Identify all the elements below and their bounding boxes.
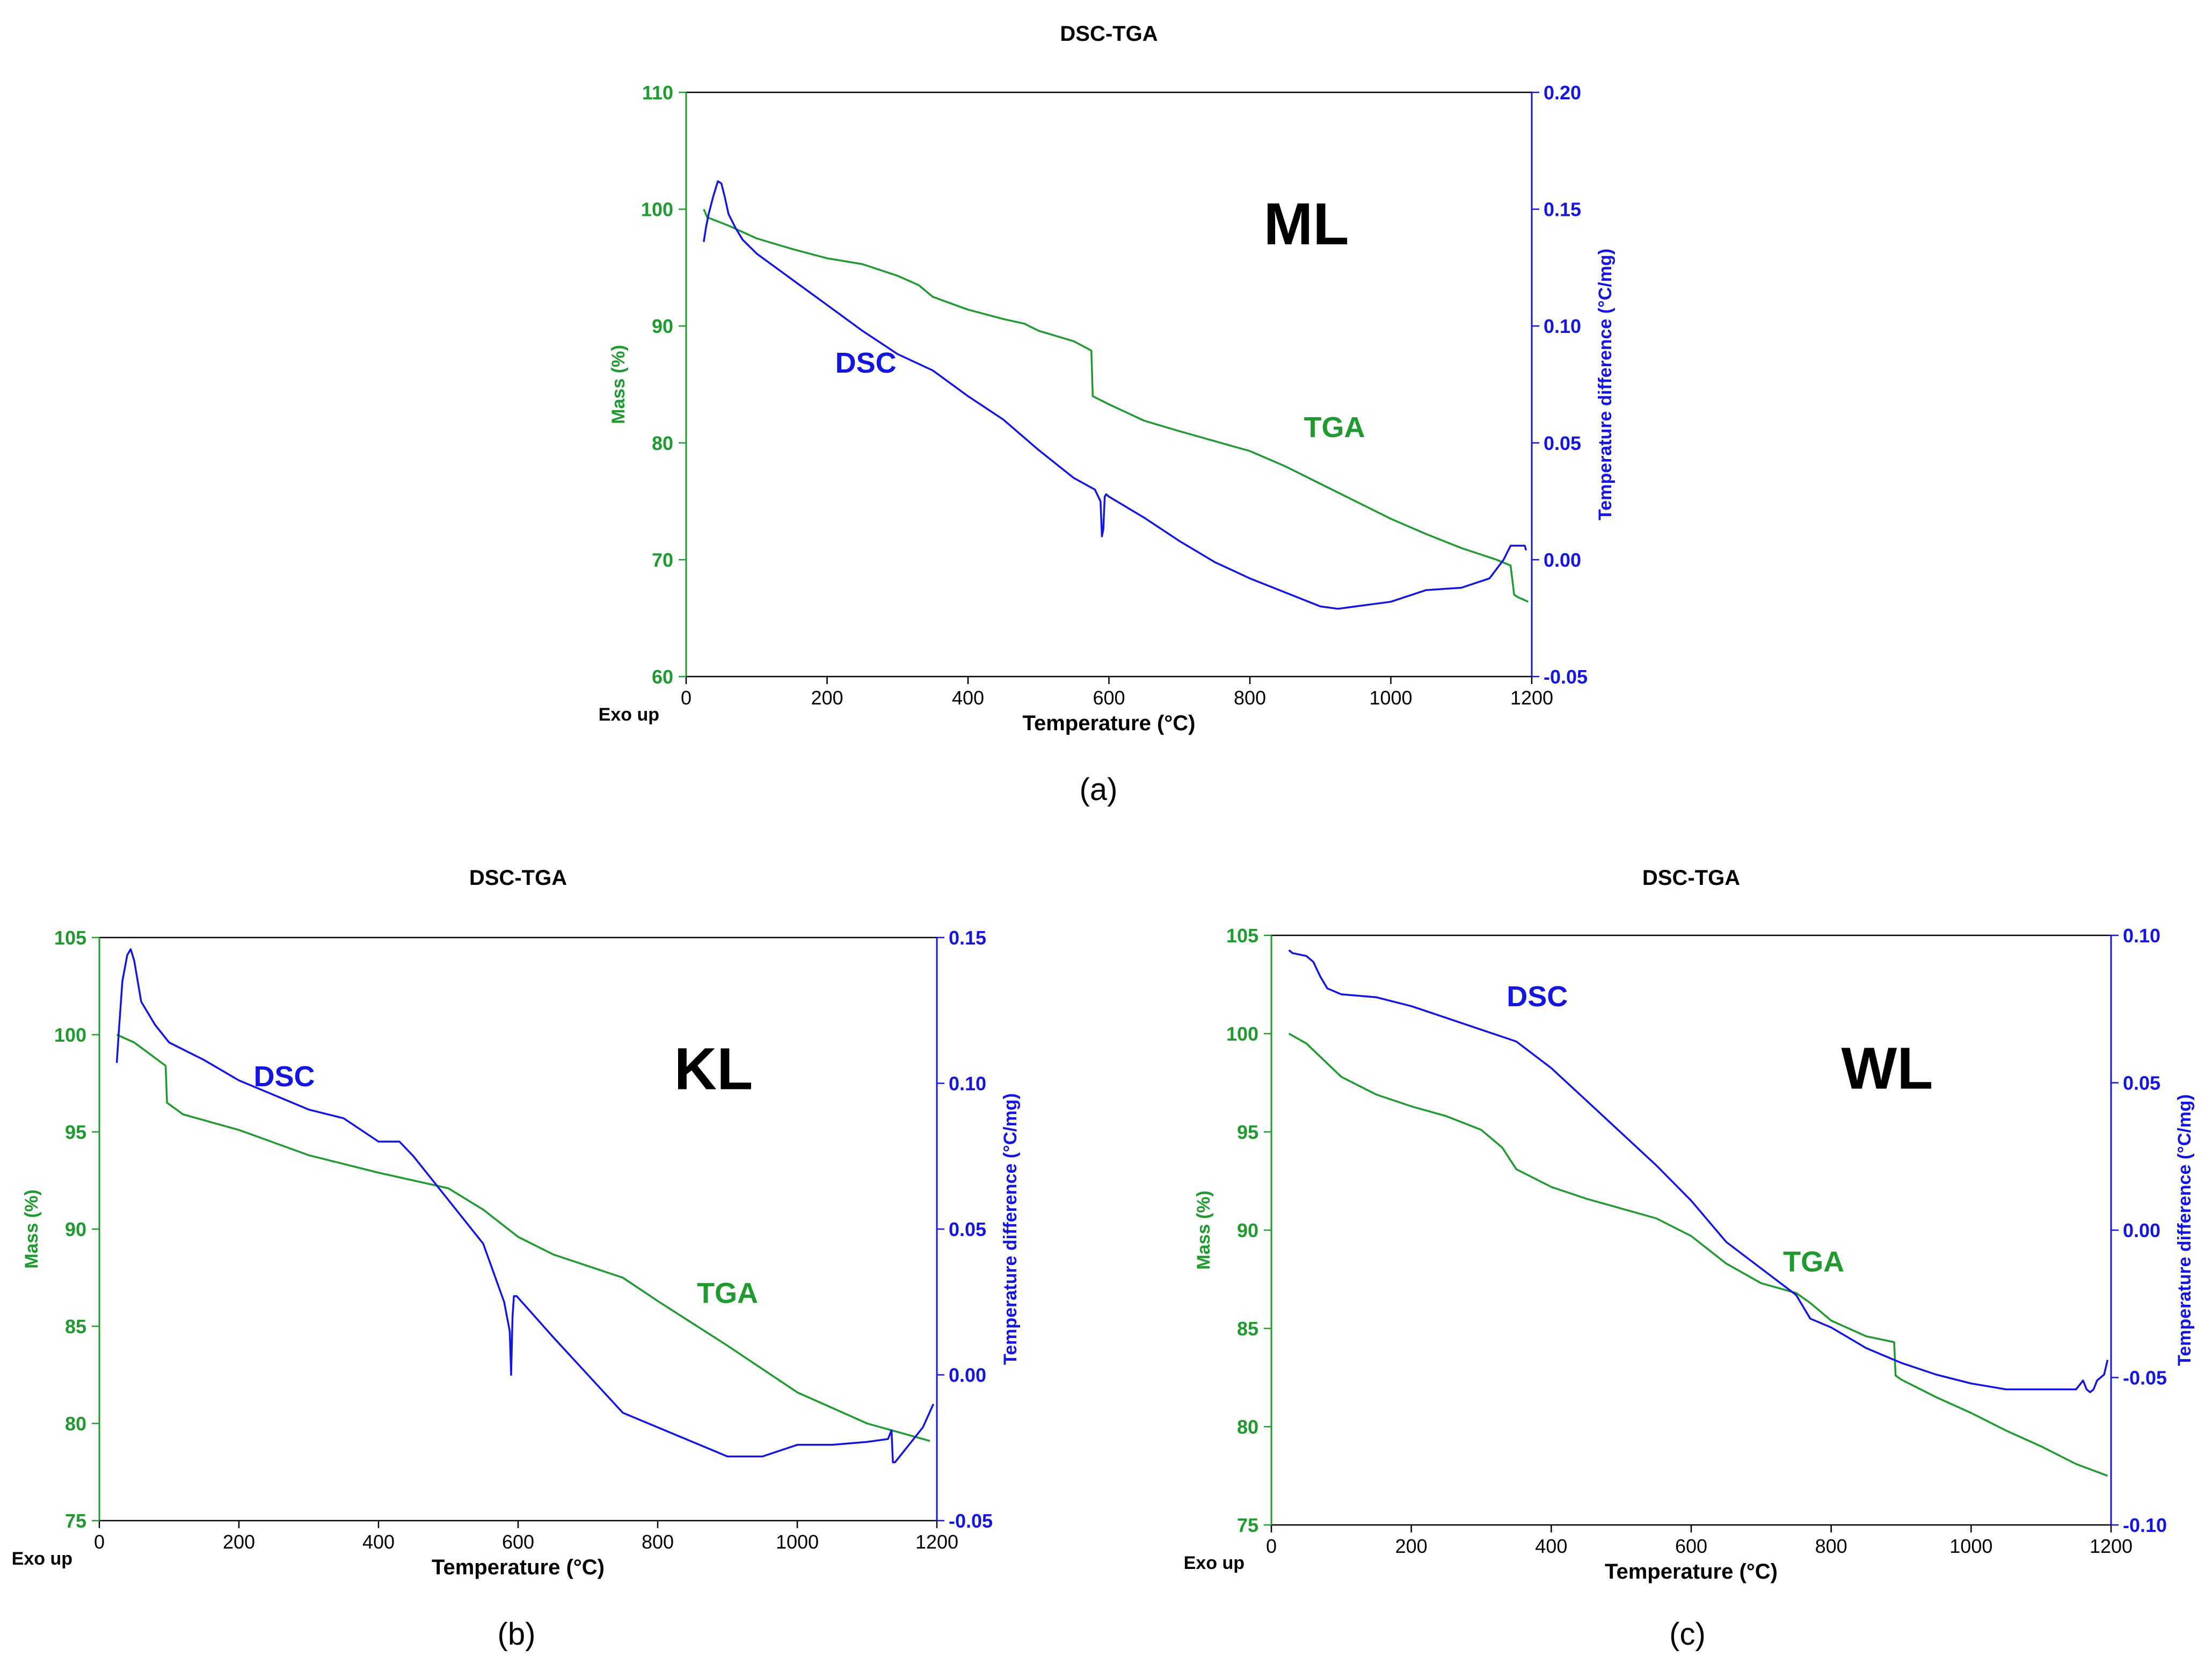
right-axis-label: Temperature difference (°C/mg) [1000,1093,1021,1365]
x-tick-label: 600 [1675,1535,1707,1557]
right-tick-label: 0.00 [2123,1219,2160,1241]
x-tick-label: 0 [94,1531,105,1553]
left-tick-label: 90 [65,1218,86,1240]
sample-label: KL [674,1036,753,1102]
chart-title: DSC-TGA [1642,866,1740,890]
sample-label: ML [1264,191,1349,257]
x-tick-label: 1200 [2090,1535,2133,1557]
left-tick-label: 90 [1237,1219,1258,1241]
plot-frame [685,91,1533,678]
tga-curve-label: TGA [1783,1246,1844,1278]
x-tick-label: 1200 [1510,687,1553,709]
dsc-curve [703,180,1527,610]
x-tick-label: 0 [681,687,692,709]
right-tick-label: -0.05 [1544,666,1588,688]
x-tick-label: 200 [223,1531,255,1553]
left-tick-label: 110 [642,82,673,104]
left-tick-label: 100 [1226,1023,1258,1045]
right-tick-label: 0.10 [2123,925,2160,947]
tga-curve-label: TGA [1304,411,1365,444]
left-tick-label: 85 [1237,1318,1258,1340]
tga-curve [703,208,1529,603]
right-tick-label: -0.10 [2123,1514,2167,1536]
right-tick-label: 0.05 [949,1218,986,1240]
x-axis-label: Temperature (°C) [1023,711,1196,735]
plot-frame [98,936,938,1522]
right-axis-label: Temperature difference (°C/mg) [1595,249,1616,520]
right-tick-label: -0.05 [949,1510,993,1532]
left-tick-label: 95 [65,1121,86,1143]
left-tick-label: 105 [54,927,86,949]
left-tick-label: 80 [652,432,673,454]
dsc-curve-label: DSC [1507,980,1568,1013]
exo-up-label: Exo up [1184,1553,1245,1573]
caption-a: (a) [1080,772,1118,807]
x-tick-label: 400 [362,1531,395,1553]
right-tick-label: 0.00 [1544,549,1581,571]
right-tick-label: 0.05 [2123,1072,2160,1094]
x-axis-label: Temperature (°C) [432,1556,605,1579]
right-tick-label: 0.20 [1544,82,1581,104]
chart-title: DSC-TGA [1060,22,1158,46]
left-tick-label: 95 [1237,1121,1258,1143]
left-tick-label: 80 [1237,1416,1258,1438]
right-tick-label: 0.15 [949,927,986,949]
left-tick-label: 75 [1237,1514,1258,1536]
left-tick-label: 100 [641,199,673,221]
sample-label: WL [1841,1035,1933,1101]
dsc-curve-label: DSC [253,1060,315,1093]
right-tick-label: 0.00 [949,1364,986,1386]
dsc-curve-label: DSC [835,347,897,379]
right-axis-label: Temperature difference (°C/mg) [2174,1094,2195,1366]
x-tick-label: 1000 [1949,1535,1992,1557]
chart-title: DSC-TGA [469,866,567,890]
tga-curve-label: TGA [697,1277,758,1310]
left-tick-label: 100 [54,1024,86,1046]
exo-up-label: Exo up [12,1549,72,1569]
left-axis-label: Mass (%) [608,345,629,424]
x-tick-label: 200 [1395,1535,1428,1557]
left-tick-label: 80 [65,1413,86,1435]
caption-c: (c) [1669,1617,1706,1652]
left-tick-label: 85 [65,1316,86,1338]
x-tick-label: 800 [1815,1535,1847,1557]
tga-curve [116,1034,930,1442]
chart-panel-b: DSC-TGA 0 200 400 600 800 1000 1200 75 80 85 90 95 10… [12,866,1021,1579]
x-tick-label: 800 [1234,687,1266,709]
x-tick-label: 800 [642,1531,674,1553]
left-axis-label: Mass (%) [1194,1190,1214,1269]
tga-curve [1288,1033,2108,1477]
left-tick-label: 75 [65,1510,86,1532]
right-tick-label: 0.10 [949,1073,986,1095]
exo-up-label: Exo up [599,704,659,725]
x-axis-label: Temperature (°C) [1605,1560,1778,1583]
right-tick-label: 0.10 [1544,315,1581,337]
chart-panel-a: DSC-TGA 0 200 400 600 800 1000 1200 60 70 80 90 100 1… [599,22,1616,735]
caption-b: (b) [498,1617,536,1652]
right-tick-label: -0.05 [2123,1367,2167,1389]
x-tick-label: 400 [952,687,984,709]
x-tick-label: 600 [1093,687,1125,709]
chart-panel-c: DSC-TGA 0 200 400 600 800 1000 1200 75 80 85 90 95 10… [1184,866,2195,1583]
plot-frame [1270,934,2112,1526]
left-axis-label: Mass (%) [21,1189,42,1268]
x-tick-label: 1000 [776,1531,819,1553]
left-tick-label: 60 [652,666,673,688]
right-tick-label: 0.15 [1544,199,1581,221]
dsc-curve [1288,949,2109,1393]
x-tick-label: 400 [1535,1535,1567,1557]
x-tick-label: 600 [502,1531,534,1553]
x-tick-label: 1200 [915,1531,958,1553]
left-tick-label: 105 [1226,925,1258,947]
left-tick-label: 70 [652,549,673,571]
x-tick-label: 200 [811,687,843,709]
dsc-curve [115,948,935,1464]
left-tick-label: 90 [652,315,673,337]
x-tick-label: 0 [1266,1535,1277,1557]
x-tick-label: 1000 [1369,687,1412,709]
right-tick-label: 0.05 [1544,432,1581,454]
